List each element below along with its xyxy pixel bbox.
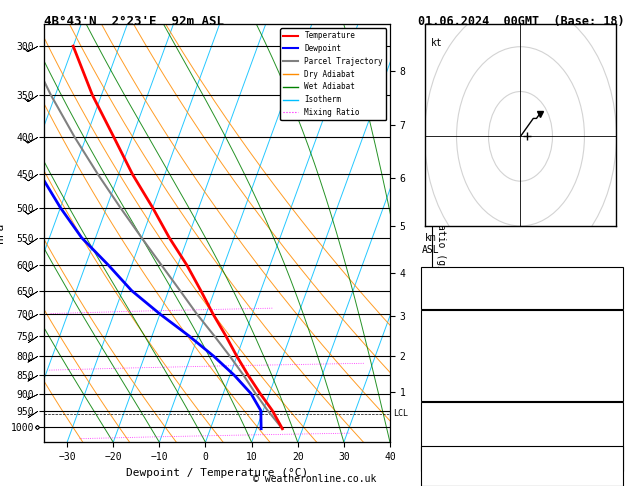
- Text: 47: 47: [608, 286, 620, 296]
- Text: EH: EH: [425, 464, 437, 474]
- Text: 2: 2: [613, 447, 620, 457]
- Text: 0: 0: [613, 473, 620, 483]
- Text: 311: 311: [601, 434, 620, 444]
- Text: 11: 11: [608, 341, 620, 351]
- Text: CIN (J): CIN (J): [425, 393, 467, 403]
- Text: Pressure (mb): Pressure (mb): [425, 420, 503, 431]
- Text: 01.06.2024  00GMT  (Base: 18): 01.06.2024 00GMT (Base: 18): [418, 15, 625, 28]
- Text: PW (cm): PW (cm): [425, 299, 467, 310]
- Text: 24: 24: [608, 273, 620, 283]
- Text: 1.96: 1.96: [596, 299, 620, 310]
- Text: -3: -3: [608, 464, 620, 474]
- Text: 4B°43'N  2°23'E  92m ASL: 4B°43'N 2°23'E 92m ASL: [44, 15, 224, 28]
- Text: Dewp (°C): Dewp (°C): [425, 341, 479, 351]
- Text: SREH: SREH: [425, 477, 448, 486]
- X-axis label: Dewpoint / Temperature (°C): Dewpoint / Temperature (°C): [126, 468, 308, 478]
- Text: CIN (J): CIN (J): [425, 473, 467, 483]
- Text: 2: 2: [613, 367, 620, 377]
- Text: θₑ (K): θₑ (K): [425, 434, 460, 444]
- Text: Most Unstable: Most Unstable: [483, 407, 561, 417]
- Text: LCL: LCL: [394, 409, 408, 418]
- Text: 185: 185: [601, 460, 620, 470]
- Text: CAPE (J): CAPE (J): [425, 460, 472, 470]
- Text: kt: kt: [431, 38, 443, 48]
- Y-axis label: km
ASL: km ASL: [422, 233, 440, 255]
- Text: 185: 185: [601, 380, 620, 390]
- Y-axis label: Mixing Ratio (g/kg): Mixing Ratio (g/kg): [435, 177, 445, 289]
- Text: 15.6: 15.6: [596, 328, 620, 338]
- Text: Lifted Index: Lifted Index: [425, 447, 496, 457]
- Text: 0: 0: [613, 393, 620, 403]
- Text: Surface: Surface: [501, 314, 543, 325]
- Legend: Temperature, Dewpoint, Parcel Trajectory, Dry Adiabat, Wet Adiabat, Isotherm, Mi: Temperature, Dewpoint, Parcel Trajectory…: [280, 28, 386, 120]
- Text: CAPE (J): CAPE (J): [425, 380, 472, 390]
- Text: © weatheronline.co.uk: © weatheronline.co.uk: [253, 473, 376, 484]
- Text: 1006: 1006: [596, 420, 620, 431]
- Text: Lifted Index: Lifted Index: [425, 367, 496, 377]
- Text: 311: 311: [601, 354, 620, 364]
- Text: Totals Totals: Totals Totals: [425, 286, 503, 296]
- Text: 1: 1: [613, 477, 620, 486]
- Text: K: K: [425, 273, 431, 283]
- Text: θₑ(K): θₑ(K): [425, 354, 455, 364]
- Text: Hodograph: Hodograph: [495, 451, 549, 461]
- Y-axis label: hPa: hPa: [0, 223, 5, 243]
- Text: Temp (°C): Temp (°C): [425, 328, 479, 338]
